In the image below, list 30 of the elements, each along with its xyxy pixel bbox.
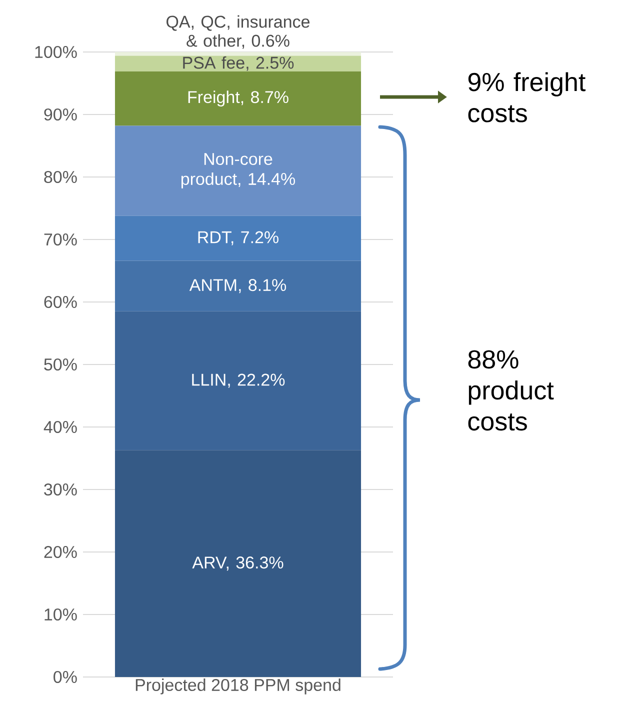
bar <box>114 56 361 72</box>
bar <box>114 216 361 261</box>
bar <box>114 260 361 312</box>
y-tick-label: 20% <box>44 546 77 558</box>
bar <box>114 71 361 126</box>
text: 88% product costs <box>468 350 554 431</box>
y-tick-label: 70% <box>44 233 77 246</box>
bar <box>114 450 361 677</box>
bar <box>114 52 361 56</box>
y-tick-label: 10% <box>44 608 77 621</box>
data-label: ANTM, 8.1% <box>189 279 286 294</box>
y-tick-label: 90% <box>44 108 77 121</box>
x-tick-label: Projected 2018 PPM spend <box>136 678 340 694</box>
data-label: PSA fee, 2.5% <box>183 56 294 71</box>
data-label: ARV, 36.3% <box>192 556 284 571</box>
data-label: Non-core product, 14.4% <box>181 153 295 188</box>
y-tick-label: 60% <box>44 296 77 308</box>
y-tick-label: 30% <box>44 483 77 496</box>
data-label: RDT, 7.2% <box>198 231 278 246</box>
bar <box>114 311 361 450</box>
data-label: LLIN, 22.2% <box>192 374 285 388</box>
y-tick-label: 50% <box>44 358 77 371</box>
text: 9% freight costs <box>468 72 586 122</box>
bar <box>114 126 361 216</box>
y-tick-label: 100% <box>35 46 77 58</box>
y-tick-label: 80% <box>44 170 77 184</box>
y-tick-label: 0% <box>53 670 77 684</box>
y-tick-label: 40% <box>44 420 77 434</box>
data-label: Freight, 8.7% <box>188 90 288 106</box>
data-label: QA, QC, insurance & other, 0.6% <box>166 15 310 49</box>
